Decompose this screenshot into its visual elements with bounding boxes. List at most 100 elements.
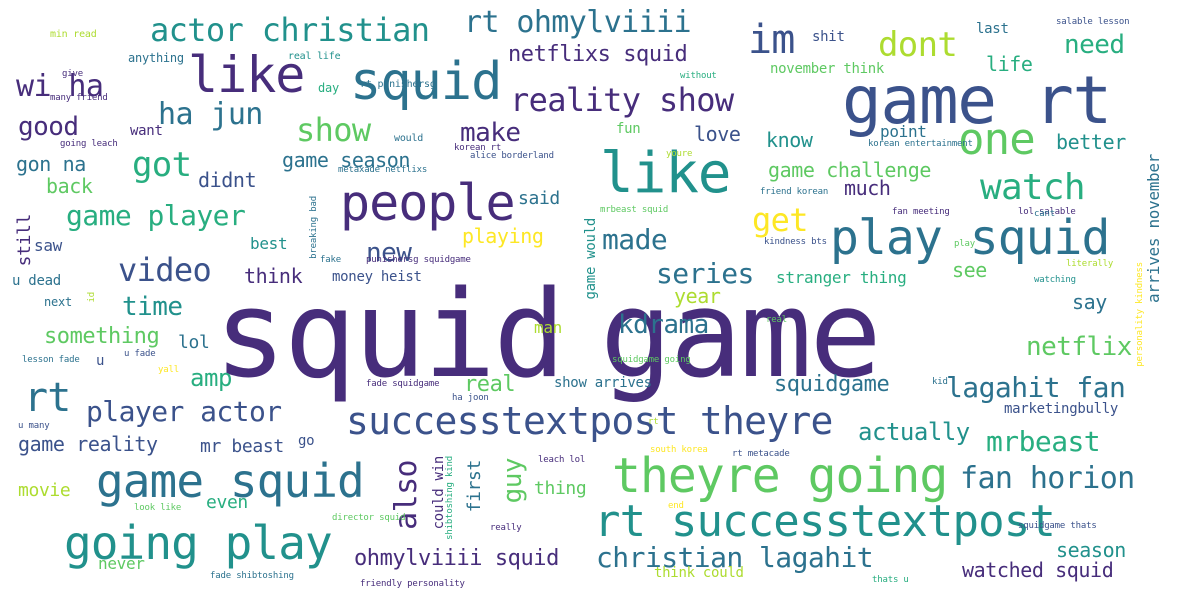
word: good xyxy=(18,112,79,142)
word: guy xyxy=(498,458,528,504)
word: lol salable xyxy=(1018,207,1076,217)
word: yall xyxy=(158,365,179,375)
word: game rt xyxy=(842,62,1112,139)
word: rt xyxy=(648,417,659,427)
word: going leach xyxy=(60,139,118,149)
word: rt successtextpost xyxy=(594,496,1056,547)
word: playing xyxy=(462,224,544,248)
word: netflixs squid xyxy=(508,42,688,67)
word: said xyxy=(518,188,560,209)
word: kdrama xyxy=(618,310,709,340)
word: game player xyxy=(66,199,246,232)
word: game xyxy=(600,266,882,405)
word: november think xyxy=(770,61,885,77)
word: mrbeast xyxy=(986,425,1101,458)
word: play xyxy=(954,239,975,249)
word: kid xyxy=(932,377,948,387)
word: go xyxy=(298,433,315,449)
word: game season xyxy=(282,148,411,172)
word: fun xyxy=(616,121,641,137)
word: saw xyxy=(34,236,62,255)
word: know xyxy=(766,128,813,152)
word: director squid xyxy=(332,513,406,523)
word: could win xyxy=(431,456,447,530)
word: say xyxy=(1072,290,1107,314)
word: best xyxy=(250,234,288,253)
word: game squid xyxy=(96,454,365,508)
word: lesson fade xyxy=(22,355,80,365)
word: salable lesson xyxy=(1056,17,1130,27)
word: would xyxy=(394,133,424,144)
word: last xyxy=(976,21,1009,37)
word: series xyxy=(656,257,754,290)
word: arrives november xyxy=(1144,154,1163,304)
word: gon na xyxy=(16,152,86,176)
word: show xyxy=(296,111,371,149)
word: season xyxy=(1056,538,1126,562)
word: still xyxy=(14,214,35,267)
word: youre xyxy=(666,149,693,159)
word: rt ohmylviiii xyxy=(464,5,692,40)
word: video xyxy=(118,251,212,289)
word: leach lol xyxy=(538,455,586,465)
word: rt metacade xyxy=(732,449,790,459)
word: korean entertainment xyxy=(868,139,973,149)
word: ha jun xyxy=(158,97,263,132)
word: marketingbully xyxy=(1004,401,1119,417)
word: next xyxy=(44,295,72,309)
word: south korea xyxy=(650,445,708,455)
word: didnt xyxy=(198,168,257,192)
word: life xyxy=(986,52,1033,76)
word: better xyxy=(1056,130,1126,154)
word: time xyxy=(122,292,183,322)
word: friendly personality xyxy=(360,579,465,589)
word: squid xyxy=(214,266,566,405)
word: movie xyxy=(18,480,71,501)
word: made xyxy=(602,223,668,256)
word: back xyxy=(46,174,93,198)
word: u xyxy=(96,353,105,369)
word: id xyxy=(87,292,97,303)
word: shit xyxy=(812,29,845,45)
word: wi ha xyxy=(16,69,104,104)
word: game would xyxy=(583,218,599,300)
word: anything xyxy=(128,51,184,65)
word: u many xyxy=(18,421,50,431)
word: player actor xyxy=(86,395,282,428)
word: squidgame thats xyxy=(1018,521,1097,531)
word: dont xyxy=(878,25,958,65)
word: new xyxy=(366,238,412,268)
word: year xyxy=(674,284,721,308)
word: watching xyxy=(1034,275,1076,285)
word: friend korean xyxy=(760,187,829,197)
word: without xyxy=(680,71,717,81)
word: thing xyxy=(534,478,587,499)
word: end xyxy=(668,501,684,511)
word: play squid xyxy=(830,210,1110,266)
word: actor christian xyxy=(150,11,430,49)
word: fan horion xyxy=(960,461,1135,496)
word: min read xyxy=(50,29,97,40)
word: something xyxy=(44,324,160,349)
word: punishersg squidgame xyxy=(366,255,471,265)
word: reality show xyxy=(510,81,734,119)
word: love xyxy=(694,122,741,146)
word: christian lagahit xyxy=(596,541,874,574)
word: metaxade netflixs xyxy=(338,165,428,175)
word: fade shibtoshing xyxy=(210,571,294,581)
word: fan meeting xyxy=(892,207,950,217)
word: look like xyxy=(134,503,182,513)
word: money heist xyxy=(332,269,422,285)
word: literally xyxy=(1066,259,1114,269)
word: stranger thing xyxy=(776,268,907,287)
word: real xyxy=(464,372,516,397)
word: get xyxy=(752,201,809,239)
word: first xyxy=(464,460,485,513)
word: lagahit fan xyxy=(946,371,1126,404)
word: alice borderland xyxy=(470,151,554,161)
word: think could xyxy=(654,565,744,581)
word: kindness bts xyxy=(764,237,827,247)
word: day xyxy=(318,81,339,95)
word: real life xyxy=(288,51,341,62)
word: got xyxy=(132,145,192,185)
